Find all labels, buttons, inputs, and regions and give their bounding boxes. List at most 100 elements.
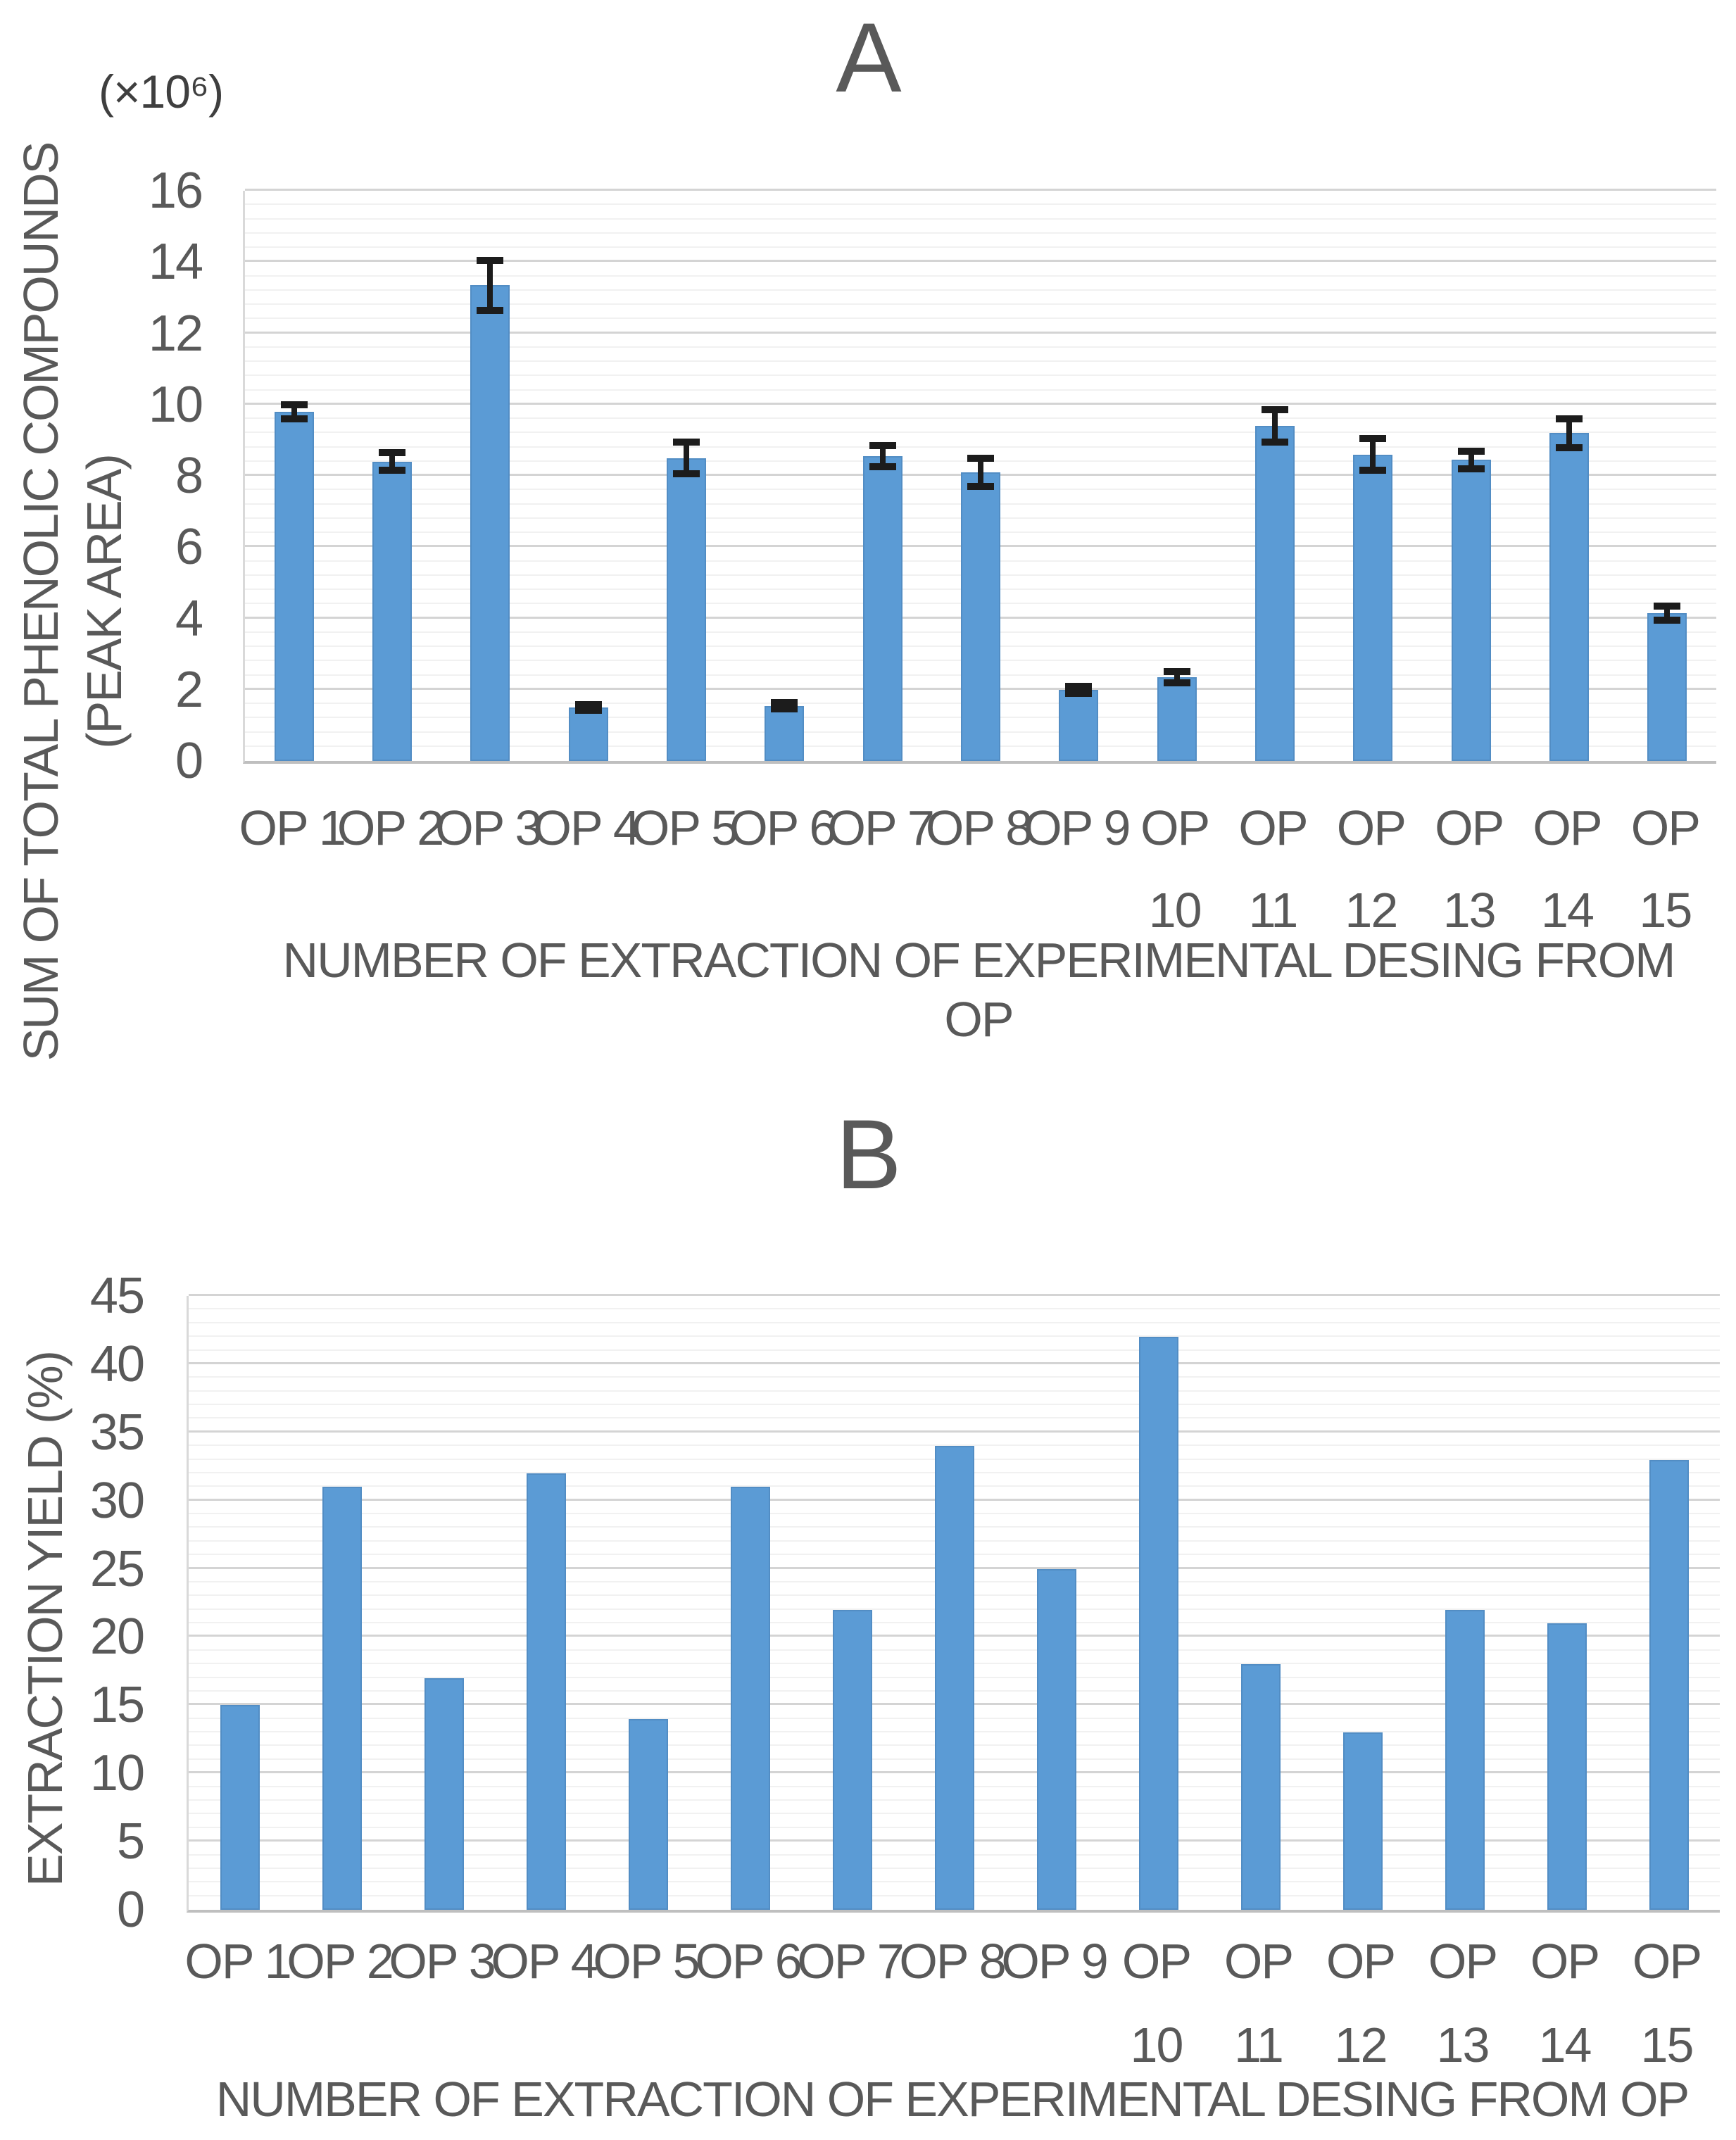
minor-gridline	[245, 317, 1716, 320]
error-bar-cap-bottom	[280, 415, 308, 422]
x-tick-label-op-9: OP 9	[1024, 800, 1131, 855]
x-tick-label-op-7: OP 7	[797, 1934, 904, 1989]
x-tick-label-op-14: OP 14	[1530, 1920, 1600, 2087]
error-bar-cap-bottom	[477, 306, 504, 314]
x-tick-line2: 14	[1538, 2018, 1592, 2072]
minor-gridline	[245, 275, 1716, 277]
minor-gridline	[189, 1404, 1720, 1406]
minor-gridline	[245, 218, 1716, 220]
bar-op-5	[628, 1718, 668, 1910]
error-bar-cap-top	[477, 256, 504, 264]
error-bar-line-op-3	[487, 260, 493, 310]
bar-op-13	[1445, 1609, 1485, 1910]
x-tick-line2: 15	[1640, 2018, 1694, 2072]
error-bar-line-op-13	[1468, 451, 1474, 469]
panel-a-y-axis-label-line1: SUM OF TOTAL PHENOLIC COMPOUNDS	[13, 142, 68, 1062]
x-tick-line1: OP	[1630, 800, 1701, 855]
error-bar-cap-top	[280, 401, 308, 408]
x-tick-line1: OP	[1238, 800, 1308, 855]
error-bar-cap-top	[574, 701, 602, 709]
minor-gridline	[245, 203, 1716, 206]
error-bar-line-op-14	[1566, 419, 1572, 448]
x-tick-label-op-12: OP 12	[1326, 1920, 1396, 2087]
y-tick-label-10: 10	[89, 1745, 145, 1802]
x-tick-label-op-15: OP 15	[1633, 1920, 1702, 2087]
error-bar-cap-top	[673, 438, 700, 446]
x-tick-line1: OP	[1121, 1934, 1192, 1989]
y-tick-label-30: 30	[89, 1472, 145, 1529]
error-bar-cap-top	[1556, 415, 1583, 422]
y-tick-label-4: 4	[175, 590, 203, 647]
bar-op-6	[765, 705, 805, 761]
minor-gridline	[245, 389, 1716, 391]
y-tick-label-35: 35	[89, 1404, 145, 1461]
bar-op-11	[1240, 1664, 1281, 1910]
bar-op-10	[1157, 677, 1197, 761]
major-gridline	[245, 260, 1716, 263]
panel-b-title: B	[836, 1099, 901, 1209]
minor-gridline	[245, 289, 1716, 291]
error-bar-cap-bottom	[771, 705, 798, 712]
y-tick-label-8: 8	[175, 448, 203, 504]
y-tick-label-5: 5	[116, 1813, 145, 1870]
x-tick-label-op-6: OP 6	[695, 1934, 802, 1989]
x-tick-line2: 13	[1436, 2018, 1490, 2072]
x-tick-label-op-11: OP 11	[1238, 787, 1308, 952]
minor-gridline	[245, 374, 1716, 377]
error-bar-line-op-7	[879, 445, 886, 467]
x-tick-line1: OP	[1435, 800, 1504, 855]
x-tick-label-op-13: OP 13	[1428, 1920, 1498, 2087]
error-bar-line-op-2	[389, 453, 395, 471]
bar-op-14	[1547, 1623, 1587, 1910]
panel-a-y-tick-labels: 0 2 4 6 8 10 12 14 16	[63, 165, 203, 786]
minor-gridline	[189, 1417, 1720, 1419]
minor-gridline	[189, 1376, 1720, 1378]
error-bar-cap-bottom	[379, 467, 405, 474]
bar-op-3	[424, 1678, 464, 1910]
bar-op-5	[667, 458, 706, 761]
major-gridline	[245, 331, 1716, 334]
bar-op-10	[1138, 1337, 1178, 1910]
x-tick-label-op-5: OP 5	[593, 1934, 700, 1989]
minor-gridline	[245, 432, 1716, 434]
x-tick-label-op-8: OP 8	[899, 1934, 1006, 1989]
error-bar-cap-bottom	[1163, 679, 1190, 686]
panel-a-title: A	[836, 2, 901, 113]
bar-op-7	[862, 456, 902, 761]
error-bar-cap-top	[1654, 602, 1681, 610]
panel-a-plot-area	[243, 189, 1716, 764]
error-bar-cap-bottom	[1556, 443, 1583, 451]
y-tick-label-12: 12	[148, 305, 203, 362]
error-bar-line-op-1	[291, 404, 297, 419]
minor-gridline	[245, 446, 1716, 448]
x-tick-label-op-10: OP 10	[1121, 1920, 1192, 2087]
bar-op-15	[1649, 1459, 1689, 1910]
bar-op-2	[372, 461, 412, 761]
x-tick-label-op-1: OP 1	[184, 1934, 291, 1989]
error-bar-line-op-10	[1174, 672, 1180, 683]
bar-op-13	[1451, 460, 1491, 761]
y-tick-label-15: 15	[89, 1677, 145, 1734]
panel-b-x-axis-title: NUMBER OF EXTRACTION OF EXPERIMENTAL DES…	[215, 2072, 1690, 2127]
x-tick-label-op-4: OP 4	[533, 800, 641, 855]
error-bar-cap-top	[1163, 668, 1190, 676]
error-bar-cap-bottom	[1359, 467, 1387, 474]
major-gridline	[245, 402, 1716, 405]
error-bar-cap-top	[1065, 682, 1093, 690]
bar-op-4	[526, 1473, 566, 1910]
y-tick-label-10: 10	[148, 376, 203, 433]
y-tick-label-6: 6	[175, 519, 203, 576]
x-tick-line2: 12	[1345, 883, 1398, 938]
y-tick-label-0: 0	[116, 1882, 145, 1938]
error-bar-cap-top	[771, 699, 798, 707]
x-tick-line1: OP	[1530, 1934, 1600, 1989]
panel-a-x-tick-labels: OP 1 OP 2 OP 3 OP 4 OP 5 OP 6 OP 7 OP 8 OP 9 OP 10…	[239, 787, 1714, 984]
x-tick-label-op-10: OP 10	[1140, 787, 1210, 952]
bar-op-15	[1647, 612, 1687, 761]
bar-op-2	[322, 1487, 362, 1910]
x-tick-line2: 10	[1130, 2018, 1184, 2072]
error-bar-cap-top	[1262, 406, 1288, 414]
x-tick-line2: 10	[1148, 883, 1202, 938]
error-bar-line-op-15	[1664, 605, 1671, 621]
error-bar-line-op-9	[1076, 686, 1082, 693]
